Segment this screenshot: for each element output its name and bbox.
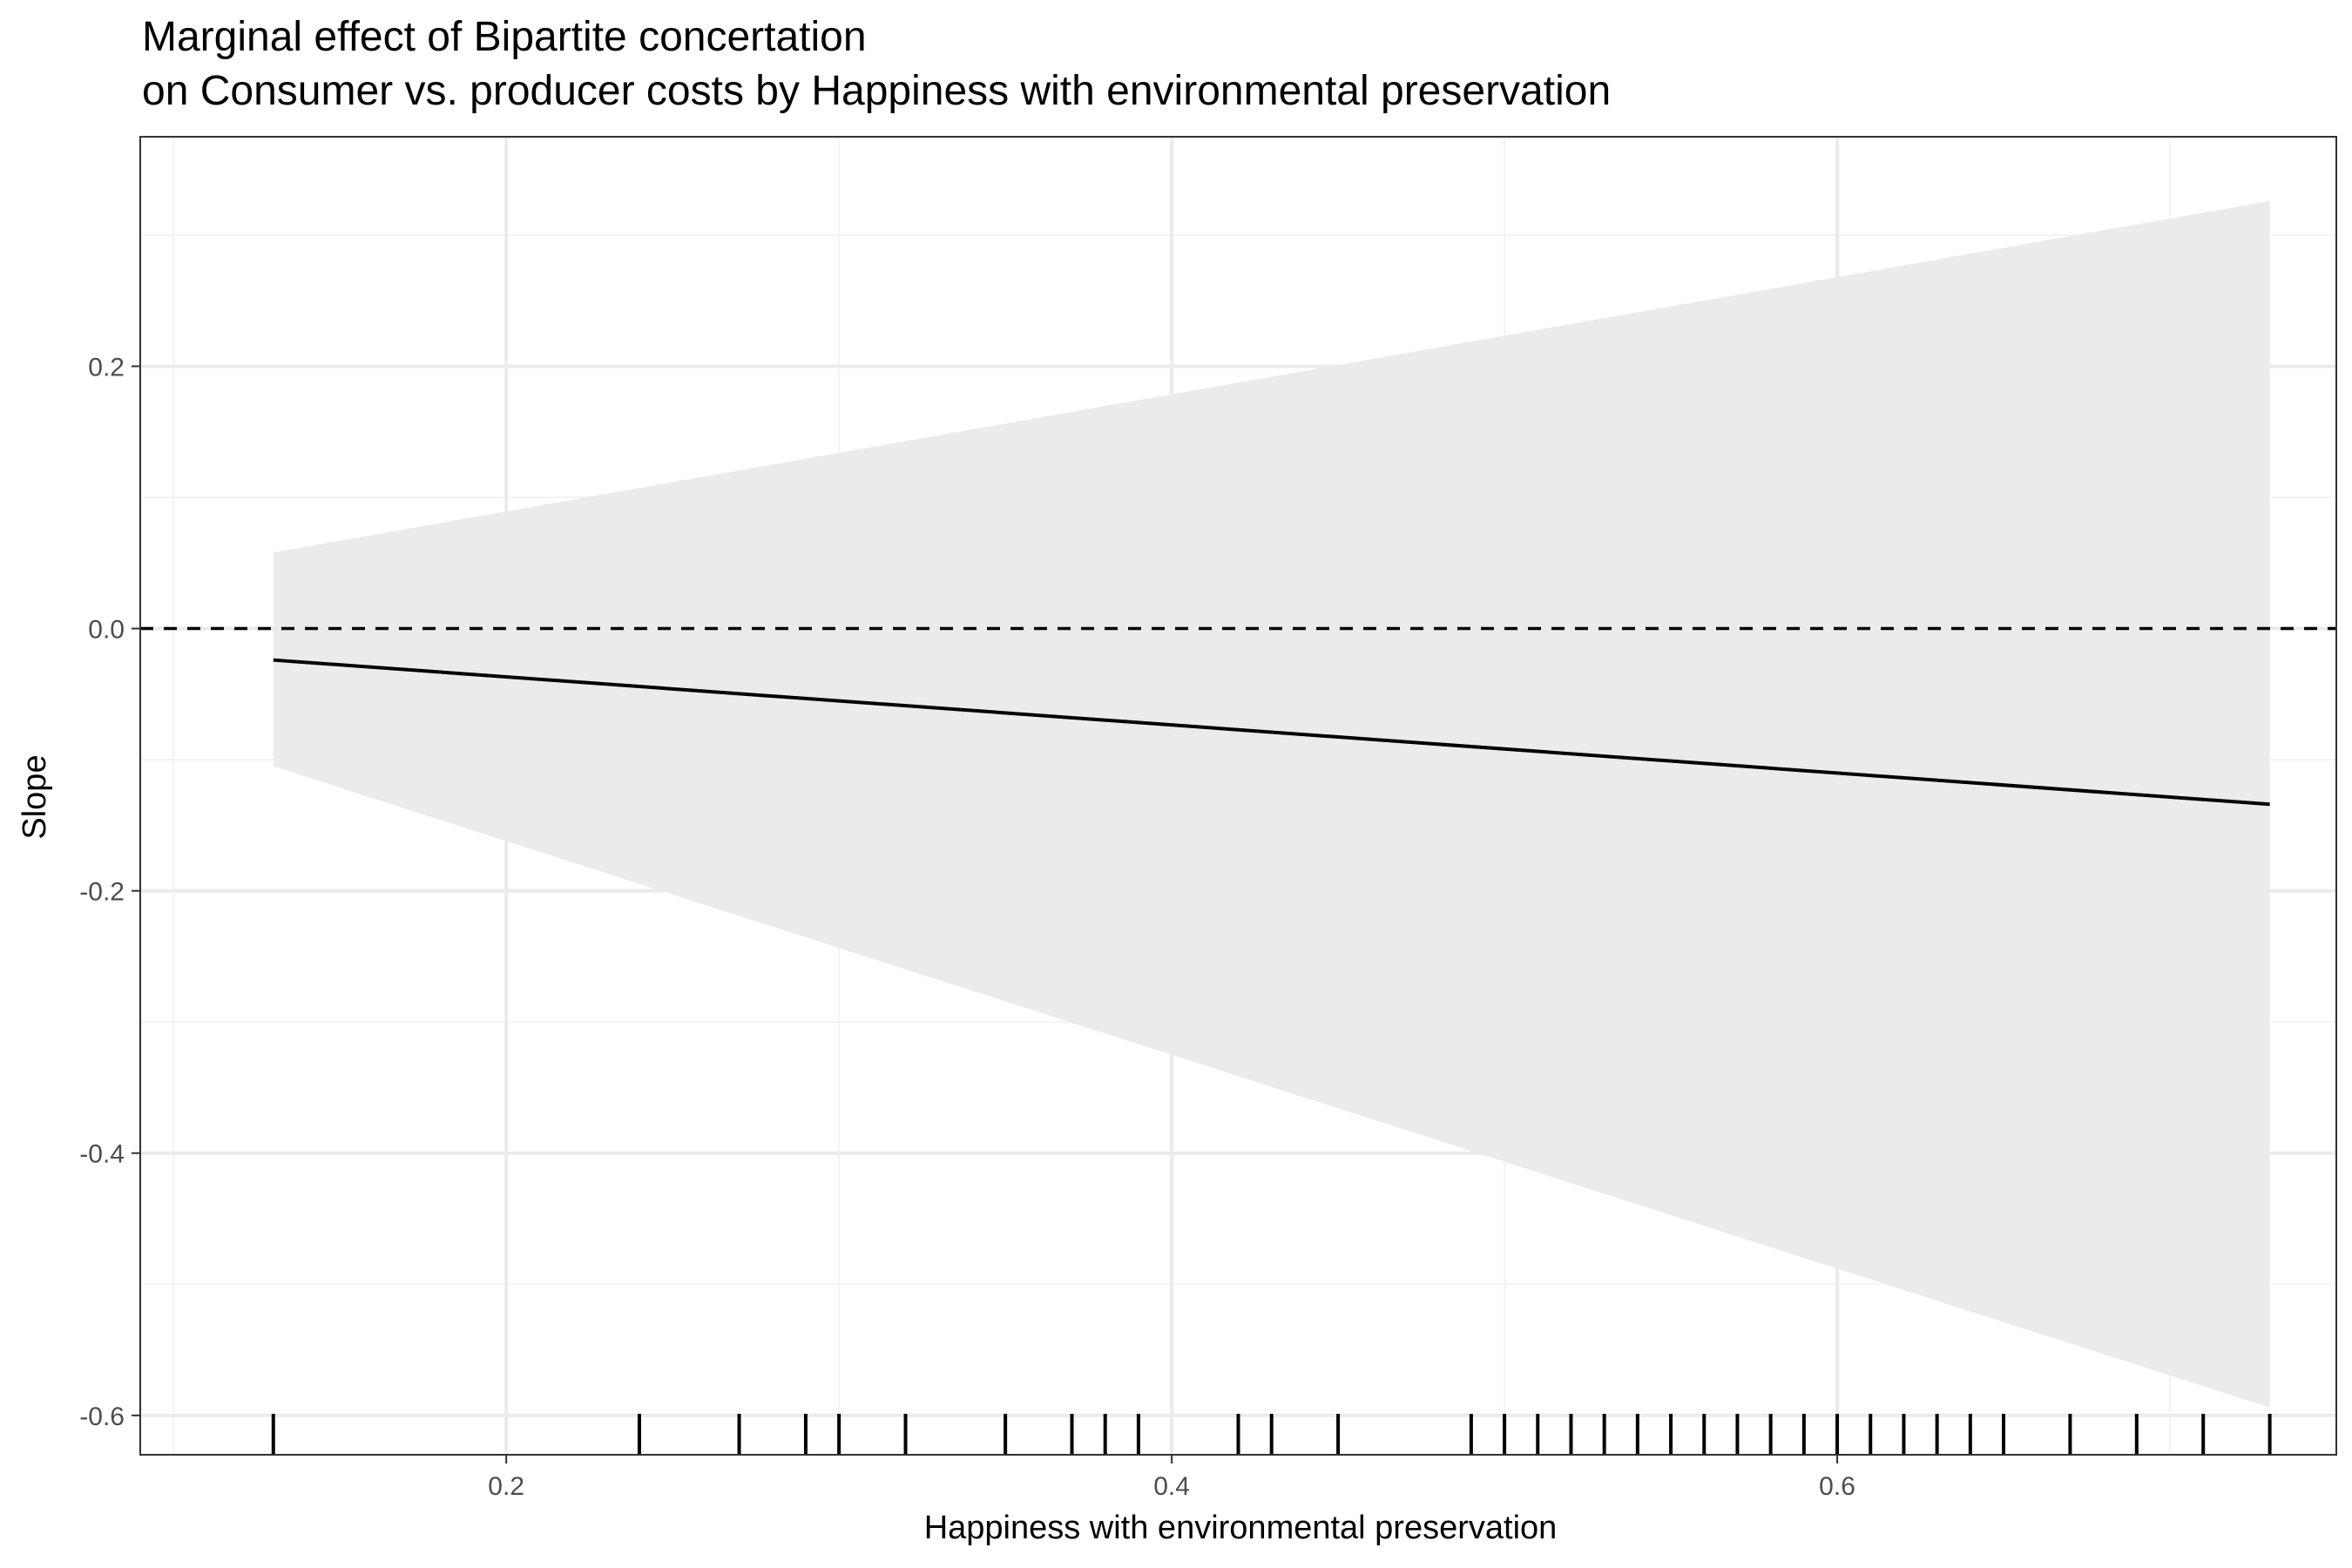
y-axis: -0.6 -0.4 -0.2 0.0 0.2 bbox=[79, 353, 140, 1431]
panel-border bbox=[139, 136, 2337, 1456]
y-tick-label: -0.6 bbox=[79, 1402, 125, 1431]
y-axis-title: Slope bbox=[17, 754, 53, 839]
y-tick-label: -0.4 bbox=[79, 1140, 125, 1169]
chart-title: Marginal effect of Bipartite concertatio… bbox=[142, 14, 867, 60]
x-axis: 0.2 0.4 0.6 bbox=[488, 1455, 1855, 1501]
x-tick-label: 0.2 bbox=[488, 1472, 524, 1501]
slope-line bbox=[273, 658, 2270, 807]
x-tick-label: 0.4 bbox=[1153, 1472, 1190, 1501]
confidence-ribbon bbox=[273, 200, 2270, 1408]
x-axis-title: Happiness with environmental preservatio… bbox=[924, 1510, 1558, 1546]
x-tick-label: 0.6 bbox=[1819, 1472, 1855, 1501]
y-tick-label: -0.2 bbox=[79, 878, 125, 907]
slope-line-layer bbox=[273, 658, 2270, 807]
confidence-ribbon-layer bbox=[273, 200, 2270, 1408]
rug-marks bbox=[271, 1414, 2272, 1455]
y-tick-label: 0.0 bbox=[88, 616, 125, 645]
chart-subtitle: on Consumer vs. producer costs by Happin… bbox=[142, 68, 1611, 114]
y-tick-label: 0.2 bbox=[88, 353, 125, 382]
